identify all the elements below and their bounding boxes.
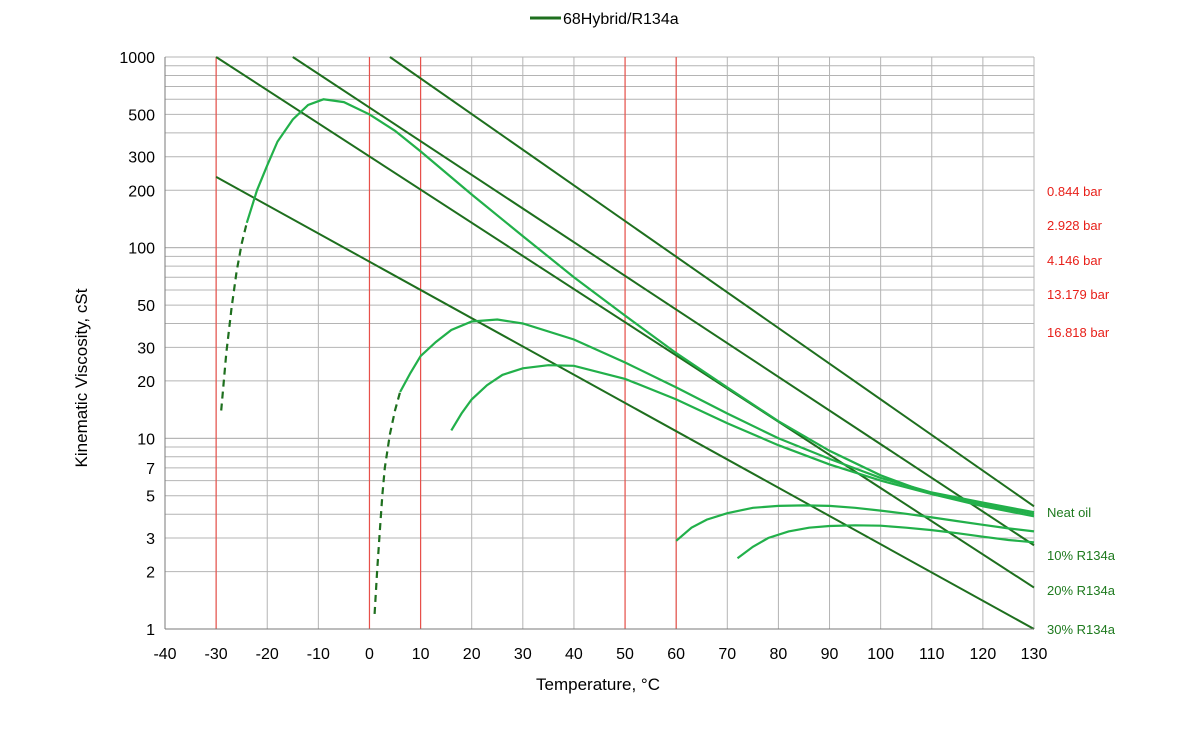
pressure-label: 13.179 bar	[1047, 287, 1110, 302]
y-tick-labels: 1 2 3 5 7 10 20 30 50 100 200 300 500 1000	[119, 50, 155, 639]
pressure-label: 0.844 bar	[1047, 184, 1103, 199]
y-tick-label: 100	[128, 241, 155, 258]
legend: 68Hybrid/R134a	[530, 11, 679, 28]
y-tick-label: 1	[146, 622, 155, 639]
x-tick-label: 20	[463, 646, 481, 663]
y-tick-label: 3	[146, 531, 155, 548]
y-tick-label: 2	[146, 565, 155, 582]
pressure-label: 4.146 bar	[1047, 253, 1103, 268]
x-tick-label: 70	[718, 646, 736, 663]
concentration-line	[389, 56, 1035, 508]
pressure-curve	[245, 98, 1035, 518]
y-tick-label: 20	[137, 374, 155, 391]
pressure-curve	[399, 318, 1035, 514]
pressure-curve	[736, 524, 1035, 560]
concentration-line	[215, 56, 1035, 589]
concentration-label: 30% R134a	[1047, 622, 1116, 637]
x-tick-labels: -40 -30 -20 -10 0 10 20 30 40 50 60 70 80 90 100 110 120…	[153, 646, 1047, 663]
pressure-label: 2.928 bar	[1047, 218, 1103, 233]
x-tick-label: 110	[919, 646, 945, 663]
x-tick-label: 80	[770, 646, 788, 663]
x-tick-label: -40	[153, 646, 176, 663]
y-tick-label: 200	[128, 183, 155, 200]
axes	[164, 57, 1034, 630]
annotations: 0.844 bar 2.928 bar 4.146 bar 13.179 bar 16.…	[1047, 184, 1116, 637]
y-axis-title: Kinematic Viscosity, cSt	[72, 288, 91, 467]
y-tick-label: 5	[146, 489, 155, 506]
x-tick-label: 120	[970, 646, 997, 663]
pressure-isotherms	[215, 57, 677, 629]
pressure-curve	[675, 504, 1035, 542]
grid	[164, 56, 1035, 630]
pressure-curve-dashed	[220, 222, 248, 411]
x-tick-label: 90	[821, 646, 839, 663]
x-tick-label: 130	[1021, 646, 1048, 663]
y-tick-label: 500	[128, 107, 155, 124]
x-tick-label: 50	[616, 646, 634, 663]
x-tick-label: 10	[412, 646, 430, 663]
concentration-label: 10% R134a	[1047, 548, 1116, 563]
concentration-line	[292, 56, 1035, 547]
concentration-line	[215, 176, 1035, 630]
concentration-lines	[215, 56, 1035, 630]
concentration-label: 20% R134a	[1047, 583, 1116, 598]
x-tick-label: 0	[365, 646, 374, 663]
x-tick-label: 40	[565, 646, 583, 663]
x-tick-label: -20	[256, 646, 279, 663]
x-tick-label: 100	[867, 646, 894, 663]
y-tick-label: 300	[128, 150, 155, 167]
y-tick-label: 30	[137, 340, 155, 357]
x-tick-label: -10	[307, 646, 330, 663]
y-tick-label: 1000	[119, 50, 155, 67]
x-tick-label: 60	[667, 646, 685, 663]
pressure-curve	[450, 364, 1035, 516]
pressure-label: 16.818 bar	[1047, 325, 1110, 340]
x-tick-label: -30	[205, 646, 228, 663]
legend-label: 68Hybrid/R134a	[563, 11, 679, 28]
x-tick-label: 30	[514, 646, 532, 663]
concentration-label: Neat oil	[1047, 505, 1091, 520]
y-tick-label: 7	[146, 461, 155, 478]
pressure-curve-dashed	[373, 391, 402, 614]
pressure-curves	[220, 98, 1035, 614]
y-tick-label: 50	[137, 298, 155, 315]
x-axis-title: Temperature, °C	[536, 675, 660, 694]
y-tick-label: 10	[137, 431, 155, 448]
